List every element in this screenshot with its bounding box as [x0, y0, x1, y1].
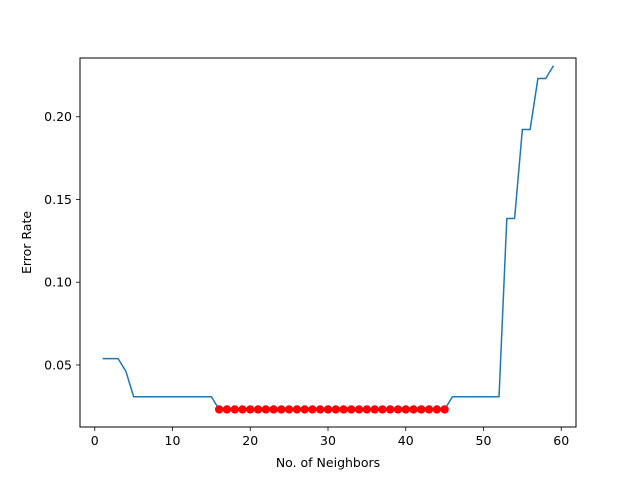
y-axis-title: Error Rate — [19, 211, 34, 274]
data-point-marker — [393, 405, 403, 414]
data-point-marker — [401, 405, 410, 414]
x-axis-title: No. of Neighbors — [276, 455, 380, 470]
data-point-marker — [300, 405, 309, 414]
x-tick-label: 20 — [242, 433, 258, 448]
data-point-marker — [385, 405, 395, 414]
data-point-marker — [261, 405, 271, 414]
data-point-marker — [230, 405, 239, 414]
data-point-marker — [378, 405, 387, 414]
x-tick-label: 30 — [320, 433, 336, 448]
data-point-marker — [339, 405, 348, 414]
data-point-marker — [440, 405, 449, 414]
y-tick-label: 0.05 — [44, 357, 72, 372]
data-point-marker — [253, 405, 263, 414]
x-tick-label: 40 — [398, 433, 414, 448]
data-point-marker — [362, 405, 372, 414]
data-point-marker — [409, 405, 418, 414]
y-tick-label: 0.15 — [44, 192, 72, 207]
data-point-marker — [292, 405, 302, 414]
y-tick-label: 0.10 — [44, 275, 72, 290]
data-point-marker — [432, 405, 442, 414]
data-point-marker — [347, 405, 356, 414]
data-point-marker — [277, 405, 286, 414]
data-point-marker — [222, 405, 232, 414]
y-axis-ticks: 0.05 0.10 0.15 0.20 — [44, 109, 80, 372]
data-point-marker — [308, 405, 317, 414]
data-point-marker — [316, 405, 325, 414]
x-tick-label: 0 — [91, 433, 99, 448]
x-tick-label: 10 — [165, 433, 181, 448]
data-point-marker — [354, 405, 364, 414]
y-tick-label: 0.20 — [44, 109, 72, 124]
data-point-marker — [417, 405, 426, 414]
data-point-marker — [284, 405, 294, 414]
data-point-marker — [269, 405, 278, 414]
x-tick-label: 50 — [476, 433, 492, 448]
plot-area — [102, 65, 555, 414]
data-point-marker — [238, 405, 247, 414]
x-axis-ticks: 0 10 20 30 40 50 60 — [91, 427, 569, 448]
data-point-marker — [323, 405, 333, 414]
data-point-marker — [246, 405, 255, 414]
data-point-marker — [331, 405, 340, 414]
x-tick-label: 60 — [553, 433, 569, 448]
data-point-marker — [424, 405, 434, 414]
data-point-marker — [370, 405, 379, 414]
data-point-marker — [214, 405, 224, 414]
